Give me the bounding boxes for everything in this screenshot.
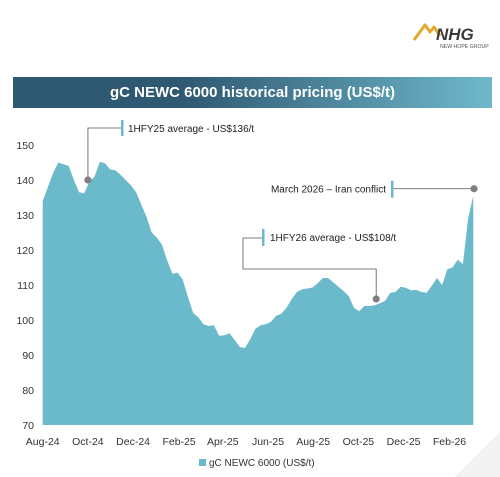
x-tick-label: Aug-24 — [26, 436, 60, 448]
y-tick-label: 110 — [17, 280, 34, 292]
y-tick-label: 120 — [16, 245, 34, 257]
nhg-logo: NHG NEW HOPE GROUP — [412, 18, 492, 50]
legend: gC NEWC 6000 (US$/t) — [199, 458, 315, 469]
y-tick-label: 90 — [22, 350, 34, 362]
y-tick-label: 100 — [16, 315, 34, 327]
logo-subtext: NEW HOPE GROUP — [440, 44, 489, 50]
price-area — [42, 161, 474, 426]
chart-title-bar: gC NEWC 6000 historical pricing (US$/t) — [13, 77, 492, 108]
x-tick-label: Apr-25 — [207, 436, 239, 448]
title-band — [13, 77, 492, 108]
x-tick-label: Oct-25 — [343, 436, 375, 448]
y-tick-label: 80 — [22, 385, 34, 397]
annotation-label: 1HFY25 average - US$136/t — [128, 124, 254, 135]
legend-label: gC NEWC 6000 (US$/t) — [209, 458, 315, 469]
y-tick-label: 150 — [16, 140, 34, 152]
y-tick-label: 70 — [22, 420, 34, 432]
x-tick-label: Jun-25 — [252, 436, 284, 448]
annotation-label: March 2026 – Iran conflict — [271, 184, 386, 195]
annotation-1hfy26: 1HFY26 average - US$108/t — [242, 229, 396, 303]
legend-swatch — [199, 459, 206, 466]
annotation-1hfy25: 1HFY25 average - US$136/t — [84, 120, 254, 184]
y-tick-label: 130 — [16, 210, 34, 222]
chart-title: gC NEWC 6000 historical pricing (US$/t) — [109, 84, 396, 101]
annotation-iran-conflict: March 2026 – Iran conflict — [271, 180, 478, 198]
annotation-marker — [372, 295, 380, 303]
annotation-marker — [470, 185, 478, 193]
corner-decoration — [455, 432, 500, 477]
x-tick-label: Oct-24 — [72, 436, 104, 448]
x-tick-label: Feb-25 — [162, 436, 195, 448]
x-tick-label: Aug-25 — [296, 436, 330, 448]
annotation-label: 1HFY26 average - US$108/t — [270, 233, 396, 244]
y-tick-label: 140 — [16, 175, 34, 187]
logo-mountain-icon — [412, 23, 442, 41]
x-tick-label: Feb-26 — [433, 436, 466, 448]
logo-text: NHG — [436, 25, 474, 44]
x-tick-label: Dec-24 — [116, 436, 150, 448]
x-tick-label: Dec-25 — [387, 436, 421, 448]
annotation-marker — [84, 176, 92, 184]
